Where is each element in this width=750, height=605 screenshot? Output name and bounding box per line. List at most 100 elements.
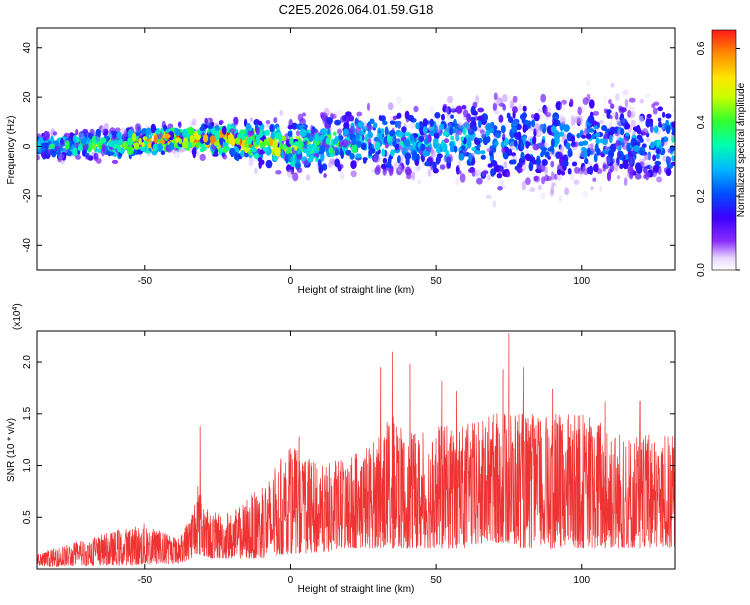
spectrogram-cell [513,139,518,147]
snr-panel: -50 0 50 100 0.5 1.0 1.5 2.0 Height of straigh… [6,303,676,595]
spectrogram-cell [582,97,589,105]
spectrogram-cell [396,137,402,143]
spectrogram-cell [427,134,431,143]
spectrogram-cell [257,120,263,126]
spectrogram-cell [511,152,516,157]
spectrogram-cell [583,127,589,135]
spectrogram-cell [412,150,417,160]
spectrogram-cell [605,142,610,152]
spectrogram-cell [562,160,569,167]
spectrogram-cell [493,125,498,130]
spectrogram-cell [412,166,419,174]
spectrogram-cell [642,162,649,167]
spectrogram-cell [218,147,223,156]
spectrogram-cell [633,145,640,152]
spectrogram-cell [453,145,458,153]
spectrogram-cell [269,124,274,133]
spectrogram-cell [595,137,600,145]
spectrogram-cell [614,111,619,120]
spectrogram-cell [431,149,437,158]
y-tick-label: 1.5 [22,406,33,420]
spectrogram-cell [455,105,463,114]
spectrogram-cell [570,115,575,121]
spectrogram-cell [457,122,464,129]
spectrogram-cell [588,165,594,175]
spectrogram-cell [627,109,632,118]
snr-frame [36,330,676,570]
spectrogram-cell [139,126,143,131]
spectrogram-cell [610,103,615,109]
spectrogram-cell [382,157,388,164]
spectrogram-cell [578,141,584,147]
spectrogram-cell [553,136,560,145]
spectrogram-cell [581,106,585,114]
spectrogram-cell [150,123,156,134]
colorbar-ticks: 0.0 0.2 0.4 0.6 [696,41,740,277]
spectrogram-cell [545,112,552,117]
spectrogram-cell [571,135,575,143]
spectrogram-cell [592,177,597,182]
spectrogram-cell [307,143,313,153]
spectrogram-cell [92,144,97,151]
spectrogram-cell [340,115,345,123]
spectrogram-cell [273,117,278,124]
spectrogram-cell [173,150,181,159]
spectrogram-cell [617,144,622,152]
spectrogram-cell [102,128,109,136]
spectrogram-cell [85,154,90,160]
spectrogram-cell [334,111,339,118]
spectrogram-cell [461,105,467,110]
spectrogram-cell [468,127,473,134]
spectrogram-cell [397,164,403,172]
spectrogram-cell [116,131,122,139]
spectrogram-cell [585,133,592,140]
spectrogram-cell [424,161,431,167]
spectrogram-cell [492,200,497,208]
spectrogram-cell [558,144,562,150]
spectrogram-cell [543,142,548,149]
spectrogram-cell [401,126,407,133]
spectrogram-cell [356,111,363,117]
spectrogram-cell [269,138,274,147]
spectrogram-cell [286,164,292,173]
spectrogram-cell [392,115,397,121]
spectrogram-cell [433,138,439,145]
spectrogram-cell [468,152,473,163]
spectrogram-cell [590,186,594,191]
spectrogram-cell [539,124,544,130]
y-tick-label: 1.0 [22,458,33,472]
spectrogram-cell [447,95,454,104]
spectrogram-cell [441,113,445,121]
spectrogram-cell [643,127,648,133]
spectrogram-cell [657,117,662,122]
spectrogram-cell [182,128,188,138]
spectrogram-cell [604,145,608,152]
spectrogram-cell [43,130,50,141]
spectrogram-cell [334,119,341,126]
spectrogram-cell [400,147,405,153]
spectrogram-cell [389,120,396,125]
spectrogram-cell [380,115,386,122]
spectrogram-cell [250,147,257,153]
spectrogram-cell [621,141,628,151]
y-tick-label: 0 [22,143,33,149]
spectrogram-cell [481,113,489,122]
spectrogram-cell [636,127,642,135]
spectrogram-cell [350,170,357,178]
spectrogram-cell [331,113,337,119]
spectrogram-cell [576,117,582,127]
y-tick-label: 2.0 [22,355,33,369]
spectrogram-cell [111,159,119,164]
spectrogram-cell [602,162,607,172]
spectrogram-cell [116,145,122,153]
spectrogram-cell [382,120,388,126]
spectrogram-cell [450,108,457,113]
spectrogram-cell [656,176,663,183]
spectrogram-cell [320,152,325,162]
spectrogram-cell [560,117,567,126]
spectrogram-cell [254,153,259,160]
spectrogram-cell [350,125,355,135]
spectrogram-cell [442,105,448,113]
spectrogram-cell [235,137,241,145]
spectrogram-cell [489,149,494,157]
